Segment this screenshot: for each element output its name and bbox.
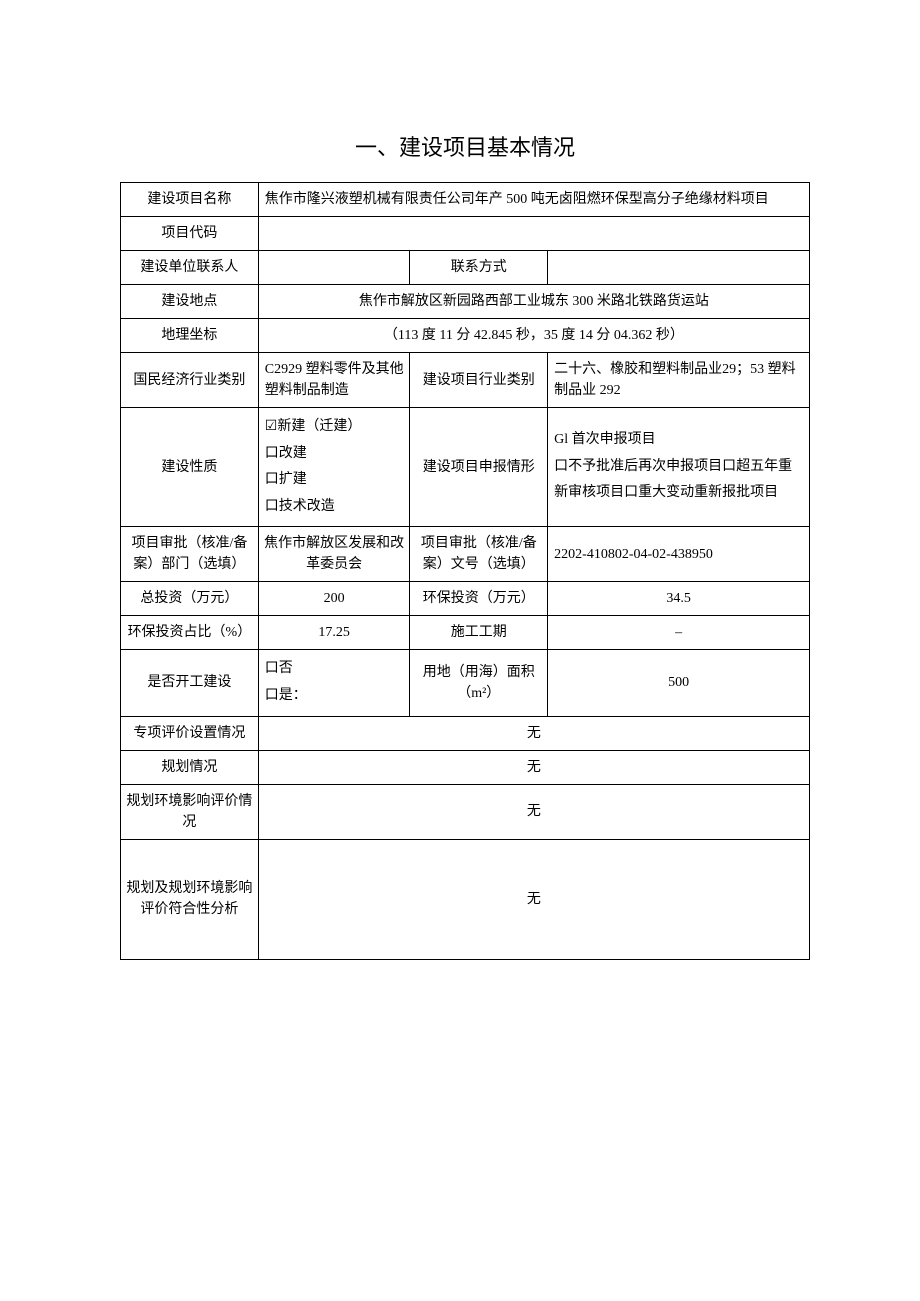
table-row: 地理坐标 （113 度 11 分 42.845 秒，35 度 14 分 04.3…	[121, 319, 810, 353]
table-row: 国民经济行业类别 C2929 塑料零件及其他塑料制品制造 建设项目行业类别 二十…	[121, 353, 810, 408]
planning-value: 无	[258, 750, 809, 784]
table-row: 建设性质 ☑新建（迁建）口改建口扩建口技术改造 建设项目申报情形 Gl 首次申报…	[121, 408, 810, 527]
special-eval-value: 无	[258, 716, 809, 750]
table-row: 是否开工建设 口否口是： 用地（用海）面积（m²） 500	[121, 650, 810, 716]
page-title: 一、建设项目基本情况	[120, 130, 810, 162]
approval-no-value: 2202-410802-04-02-438950	[548, 527, 810, 582]
contact-method-label: 联系方式	[410, 251, 548, 285]
table-row: 规划情况 无	[121, 750, 810, 784]
total-investment-value: 200	[258, 582, 410, 616]
project-industry-label: 建设项目行业类别	[410, 353, 548, 408]
build-nature-label: 建设性质	[121, 408, 259, 527]
table-row: 规划环境影响评价情况 无	[121, 784, 810, 839]
contact-person-value	[258, 251, 410, 285]
approval-dept-value: 焦作市解放区发展和改革委员会	[258, 527, 410, 582]
construction-period-label: 施工工期	[410, 616, 548, 650]
industry-label: 国民经济行业类别	[121, 353, 259, 408]
env-ratio-value: 17.25	[258, 616, 410, 650]
table-row: 建设项目名称 焦作市隆兴液塑机械有限责任公司年产 500 吨无卤阻燃环保型高分子…	[121, 183, 810, 217]
planning-compliance-value: 无	[258, 839, 809, 959]
land-area-value: 500	[548, 650, 810, 716]
table-row: 建设单位联系人 联系方式	[121, 251, 810, 285]
approval-no-label: 项目审批（核准/备案）文号（选填）	[410, 527, 548, 582]
project-name-label: 建设项目名称	[121, 183, 259, 217]
env-ratio-label: 环保投资占比（%）	[121, 616, 259, 650]
coords-value: （113 度 11 分 42.845 秒，35 度 14 分 04.362 秒）	[258, 319, 809, 353]
table-row: 环保投资占比（%） 17.25 施工工期 –	[121, 616, 810, 650]
is-started-label: 是否开工建设	[121, 650, 259, 716]
table-row: 专项评价设置情况 无	[121, 716, 810, 750]
industry-value: C2929 塑料零件及其他塑料制品制造	[258, 353, 410, 408]
table-row: 规划及规划环境影响评价符合性分析 无	[121, 839, 810, 959]
location-label: 建设地点	[121, 285, 259, 319]
project-industry-value: 二十六、橡胶和塑料制品业29；53 塑料制品业 292	[548, 353, 810, 408]
report-type-value: Gl 首次申报项目口不予批准后再次申报项目口超五年重新审核项目口重大变动重新报批…	[548, 408, 810, 527]
env-investment-label: 环保投资（万元）	[410, 582, 548, 616]
project-code-value	[258, 217, 809, 251]
env-investment-value: 34.5	[548, 582, 810, 616]
build-nature-value: ☑新建（迁建）口改建口扩建口技术改造	[258, 408, 410, 527]
total-investment-label: 总投资（万元）	[121, 582, 259, 616]
land-area-label: 用地（用海）面积（m²）	[410, 650, 548, 716]
construction-period-value: –	[548, 616, 810, 650]
table-row: 建设地点 焦作市解放区新园路西部工业城东 300 米路北铁路货运站	[121, 285, 810, 319]
contact-person-label: 建设单位联系人	[121, 251, 259, 285]
coords-label: 地理坐标	[121, 319, 259, 353]
project-code-label: 项目代码	[121, 217, 259, 251]
table-row: 项目代码	[121, 217, 810, 251]
table-row: 项目审批（核准/备案）部门（选填） 焦作市解放区发展和改革委员会 项目审批（核准…	[121, 527, 810, 582]
planning-env-value: 无	[258, 784, 809, 839]
is-started-value: 口否口是：	[258, 650, 410, 716]
planning-env-label: 规划环境影响评价情况	[121, 784, 259, 839]
project-info-table: 建设项目名称 焦作市隆兴液塑机械有限责任公司年产 500 吨无卤阻燃环保型高分子…	[120, 182, 810, 960]
special-eval-label: 专项评价设置情况	[121, 716, 259, 750]
report-type-label: 建设项目申报情形	[410, 408, 548, 527]
project-name-value: 焦作市隆兴液塑机械有限责任公司年产 500 吨无卤阻燃环保型高分子绝缘材料项目	[258, 183, 809, 217]
planning-label: 规划情况	[121, 750, 259, 784]
approval-dept-label: 项目审批（核准/备案）部门（选填）	[121, 527, 259, 582]
location-value: 焦作市解放区新园路西部工业城东 300 米路北铁路货运站	[258, 285, 809, 319]
contact-method-value	[548, 251, 810, 285]
table-row: 总投资（万元） 200 环保投资（万元） 34.5	[121, 582, 810, 616]
planning-compliance-label: 规划及规划环境影响评价符合性分析	[121, 839, 259, 959]
